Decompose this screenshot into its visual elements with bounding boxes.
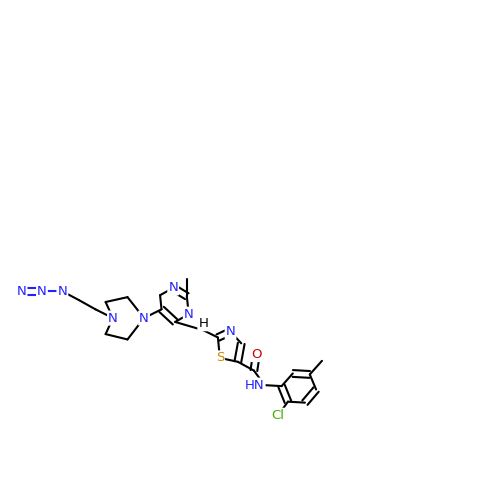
Text: N: N bbox=[108, 312, 118, 324]
Text: O: O bbox=[251, 348, 262, 361]
Text: N: N bbox=[226, 325, 235, 338]
Text: Cl: Cl bbox=[272, 409, 284, 422]
Text: N: N bbox=[184, 308, 194, 320]
Text: N: N bbox=[58, 285, 67, 298]
Text: N: N bbox=[168, 282, 178, 294]
Text: N: N bbox=[58, 285, 67, 298]
Text: N: N bbox=[16, 285, 26, 298]
Text: N: N bbox=[108, 312, 118, 324]
Text: S: S bbox=[216, 352, 224, 364]
Text: HN: HN bbox=[245, 378, 264, 392]
Text: N: N bbox=[37, 285, 47, 298]
Text: HN: HN bbox=[245, 378, 264, 392]
Text: N: N bbox=[37, 285, 47, 298]
Text: N: N bbox=[16, 285, 26, 298]
Text: O: O bbox=[251, 348, 262, 361]
Text: N: N bbox=[139, 312, 149, 324]
Text: H: H bbox=[198, 317, 208, 330]
Text: H: H bbox=[198, 317, 208, 330]
Text: N: N bbox=[168, 282, 178, 294]
Text: N: N bbox=[226, 325, 235, 338]
Text: S: S bbox=[216, 352, 224, 364]
Text: N: N bbox=[139, 312, 149, 324]
Text: N: N bbox=[184, 308, 194, 320]
Text: Cl: Cl bbox=[272, 409, 284, 422]
